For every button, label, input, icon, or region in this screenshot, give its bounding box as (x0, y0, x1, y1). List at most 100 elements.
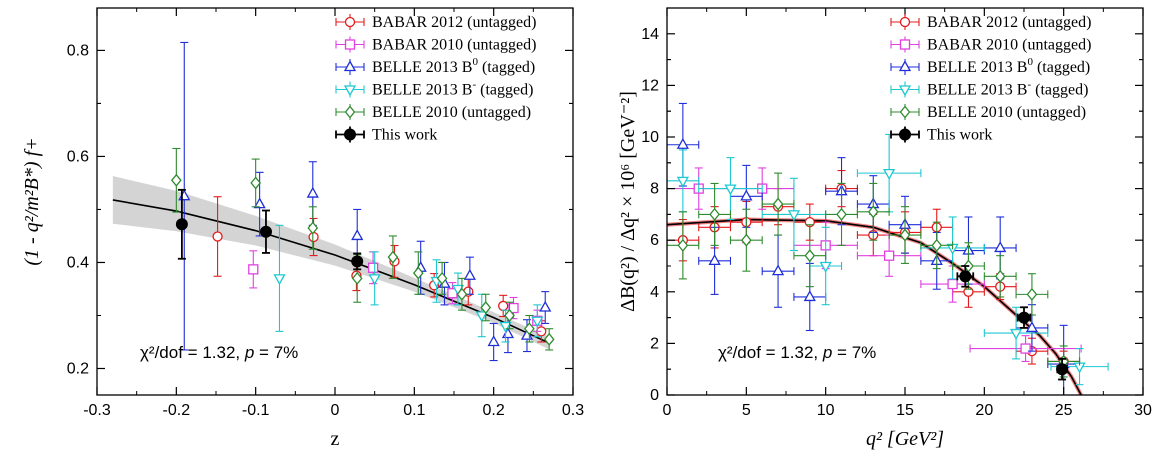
data-point (1016, 274, 1048, 315)
marker (678, 177, 688, 186)
data-point (667, 150, 699, 212)
legend: BABAR 2012 (untagged) BABAR 2010 (untagge… (336, 14, 536, 144)
y-tick-label: 0.6 (67, 148, 89, 165)
y-tick-label: 0.2 (67, 360, 89, 377)
marker (678, 139, 688, 148)
legend-marker (346, 18, 355, 27)
data-point (249, 251, 258, 288)
annotation-pval: = 7% (254, 343, 298, 362)
legend-entry: BELLE 2010 (untagged) (891, 104, 1086, 121)
panel-left: -0.3 -0.2 -0.1 0 0.1 0.2 0.3 0.2 0.4 0.6 0.8 z (1 - … (21, 8, 584, 450)
marker (995, 242, 1005, 251)
x-tick-label: 30 (1134, 402, 1152, 419)
marker (249, 265, 258, 274)
legend-label-rest: (tagged) (1031, 82, 1088, 99)
y-tick-label: 2 (650, 335, 659, 352)
annotation-p: p (244, 343, 254, 362)
marker (1011, 330, 1021, 339)
marker (274, 275, 284, 284)
marker (821, 263, 831, 272)
annotation-chi2: χ²/dof = 1.32, (718, 343, 823, 362)
legend-label: BELLE 2013 B- (tagged) (372, 79, 533, 99)
x-axis-label: q² [GeV²] (866, 428, 944, 450)
data-point (794, 225, 826, 287)
data-point (826, 183, 858, 245)
legend-label-main: BELLE 2013 B (927, 82, 1027, 99)
legend-label: BELLE 2010 (untagged) (927, 104, 1086, 121)
legend-entry: This work (891, 127, 992, 144)
y-tick-label: 0.8 (67, 42, 89, 59)
marker (741, 191, 751, 200)
y-tick-label: 8 (650, 181, 659, 198)
y-tick-label: 6 (650, 232, 659, 249)
marker (352, 256, 363, 267)
marker (960, 271, 971, 282)
annotation-pval: = 7% (832, 343, 876, 362)
legend-label: BELLE 2013 B- (tagged) (927, 79, 1088, 99)
marker (1021, 344, 1030, 353)
legend-label-main: BELLE 2013 B (372, 59, 472, 76)
legend-label-rest: (tagged) (476, 82, 533, 99)
marker (260, 226, 271, 237)
marker (885, 251, 894, 260)
x-tick-label: 10 (817, 402, 835, 419)
x-tick-label: -0.3 (83, 402, 111, 419)
y-tick-label: 12 (641, 77, 659, 94)
legend: BABAR 2012 (untagged) BABAR 2010 (untagge… (891, 14, 1091, 144)
legend-entry: BELLE 2013 B- (tagged) (891, 79, 1088, 99)
legend-marker (901, 107, 910, 118)
x-tick-label: 25 (1055, 402, 1073, 419)
marker (1057, 364, 1068, 375)
legend-label: BELLE 2013 B0 (tagged) (927, 56, 1090, 76)
x-tick-label: 0.2 (483, 402, 505, 419)
data-point (810, 227, 842, 304)
legend-entry: BABAR 2010 (untagged) (336, 37, 536, 54)
data-point (179, 42, 189, 349)
legend-label: BABAR 2012 (untagged) (372, 14, 536, 31)
y-tick-label: 4 (650, 284, 659, 301)
x-tick-label: 5 (742, 402, 751, 419)
legend-marker (346, 107, 355, 118)
marker (499, 301, 508, 310)
legend-label-main: BELLE 2013 B (372, 82, 472, 99)
legend-marker (900, 129, 911, 140)
marker (725, 185, 735, 194)
marker (540, 302, 550, 311)
legend-marker (345, 129, 356, 140)
marker (948, 280, 957, 289)
marker (996, 271, 1005, 282)
marker (1019, 312, 1030, 323)
marker (251, 177, 260, 188)
legend-entry: BELLE 2010 (untagged) (336, 104, 531, 121)
fit-annotation: χ²/dof = 1.32, p = 7% (718, 343, 876, 362)
marker (369, 263, 378, 272)
x-tick-label: 15 (896, 402, 914, 419)
marker (884, 170, 894, 179)
marker (489, 336, 499, 345)
legend-entry: BELLE 2013 B0 (tagged) (336, 56, 535, 76)
error-band (113, 176, 549, 349)
marker (309, 233, 318, 242)
data-point (857, 134, 920, 211)
marker (213, 232, 222, 241)
legend-marker (901, 40, 910, 49)
data-point (762, 173, 794, 235)
marker (176, 219, 187, 230)
x-tick-label: 0.3 (562, 402, 584, 419)
y-tick-label: 0.4 (67, 254, 89, 271)
legend-label: BELLE 2010 (untagged) (372, 104, 531, 121)
legend-entry: BABAR 2012 (untagged) (891, 14, 1091, 31)
marker (805, 291, 815, 300)
x-tick-label: 0 (331, 402, 340, 419)
marker (710, 209, 719, 220)
legend-marker (901, 18, 910, 27)
legend-entry: This work (336, 127, 437, 144)
x-tick-label: 0 (663, 402, 672, 419)
legend-entry: BELLE 2013 B- (tagged) (336, 79, 533, 99)
y-axis-label: ΔB(q²) / Δq² × 10⁶ [GeV⁻²] (617, 91, 639, 312)
legend-label-rest: (tagged) (478, 59, 535, 76)
y-tick-label: 10 (641, 129, 659, 146)
marker (172, 175, 181, 186)
fit-annotation: χ²/dof = 1.32, p = 7% (140, 343, 298, 362)
data-point (699, 158, 762, 220)
